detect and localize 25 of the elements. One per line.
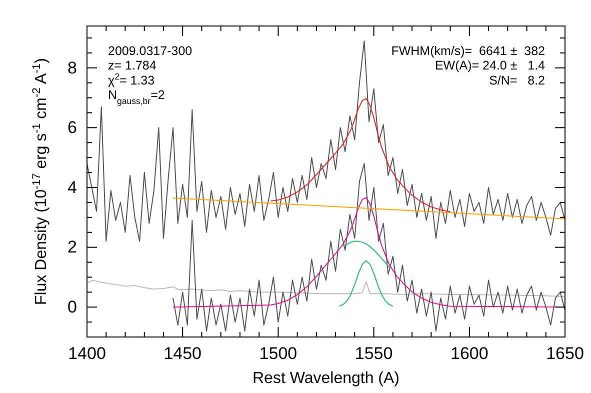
line-series bbox=[338, 260, 394, 307]
x-tick-label: 1400 bbox=[68, 344, 106, 364]
x-tick-label: 1600 bbox=[450, 344, 488, 364]
x-tick-label: 1650 bbox=[546, 344, 584, 364]
annotation: S/N= 8.2 bbox=[489, 73, 546, 88]
x-axis-title: Rest Wavelength (A) bbox=[252, 370, 400, 387]
y-tick-label: 8 bbox=[68, 58, 77, 78]
y-tick-label: 0 bbox=[68, 298, 77, 317]
x-tick-label: 1550 bbox=[354, 344, 393, 364]
annotation: 2009.0317-300 bbox=[108, 44, 192, 58]
line-series bbox=[270, 98, 451, 212]
x-tick-label: 1500 bbox=[259, 344, 298, 364]
line-series bbox=[342, 240, 390, 268]
y-tick-label: 4 bbox=[68, 178, 77, 197]
line-series bbox=[172, 163, 565, 332]
x-tick-label: 1450 bbox=[164, 344, 202, 364]
line-series bbox=[87, 40, 565, 242]
annotation: FWHM(km/s)= 6641 ± 382 bbox=[391, 44, 546, 58]
annotation: χ$^{2}$= 1.33 bbox=[108, 71, 155, 88]
y-tick-label: 2 bbox=[68, 238, 77, 257]
line-series bbox=[87, 280, 565, 298]
annotation: z= 1.784 bbox=[108, 58, 156, 73]
y-tick-label: 6 bbox=[68, 118, 77, 138]
annotation: EW(A)= 24.0 ± 1.4 bbox=[434, 58, 546, 73]
annotation: N$_{gauss,br}$=2 bbox=[108, 88, 165, 106]
